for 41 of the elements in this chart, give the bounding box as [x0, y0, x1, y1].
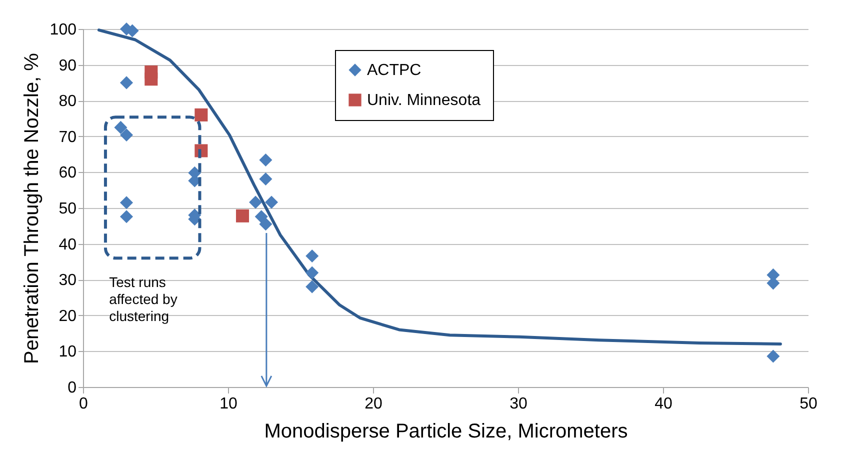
y-tick-label: 20: [58, 308, 77, 325]
point: [194, 108, 208, 122]
line-series: [97, 28, 782, 346]
point: [259, 172, 272, 186]
point: [259, 154, 272, 167]
y-tick-label: 100: [50, 22, 77, 38]
point: [120, 76, 134, 90]
point: [306, 249, 319, 262]
y-tick-label: 90: [58, 57, 77, 74]
point: [306, 280, 319, 294]
point: [264, 196, 278, 209]
y-tick-label: 0: [68, 380, 77, 396]
x-tick-label: 20: [364, 396, 382, 412]
x-tick-label: 40: [654, 396, 672, 412]
x-tick-label: 0: [79, 396, 88, 412]
point: [120, 128, 134, 142]
x-tick-label: 10: [220, 396, 238, 412]
x-axis-title: Monodisperse Particle Size, Micrometers: [264, 420, 628, 442]
x-tick-label: 30: [510, 396, 528, 412]
point: [249, 196, 262, 209]
point: [254, 210, 268, 224]
legend-label: Univ. Minnesota: [367, 92, 481, 109]
y-tick-label: 10: [58, 344, 77, 361]
point: [259, 218, 272, 231]
y-tick-label: 50: [58, 200, 77, 218]
point: [120, 196, 134, 210]
point: [114, 120, 128, 134]
y-axis-title: Penetration Through the Nozzle, %: [20, 52, 43, 364]
x-tick-label: 50: [800, 396, 818, 412]
legend-label: ACTPC: [367, 62, 422, 79]
y-tick-label: 30: [58, 272, 77, 290]
point: [306, 266, 319, 280]
point: [766, 350, 780, 363]
y-tick-label: 40: [58, 236, 77, 254]
y-tick-label: 80: [58, 93, 77, 110]
point: [144, 72, 158, 86]
point: [120, 210, 134, 224]
y-tick-label: 70: [58, 128, 77, 146]
annotation: Test runs affected by clustering: [109, 274, 178, 324]
point: [236, 209, 250, 222]
y-tick-label: 60: [58, 164, 77, 182]
